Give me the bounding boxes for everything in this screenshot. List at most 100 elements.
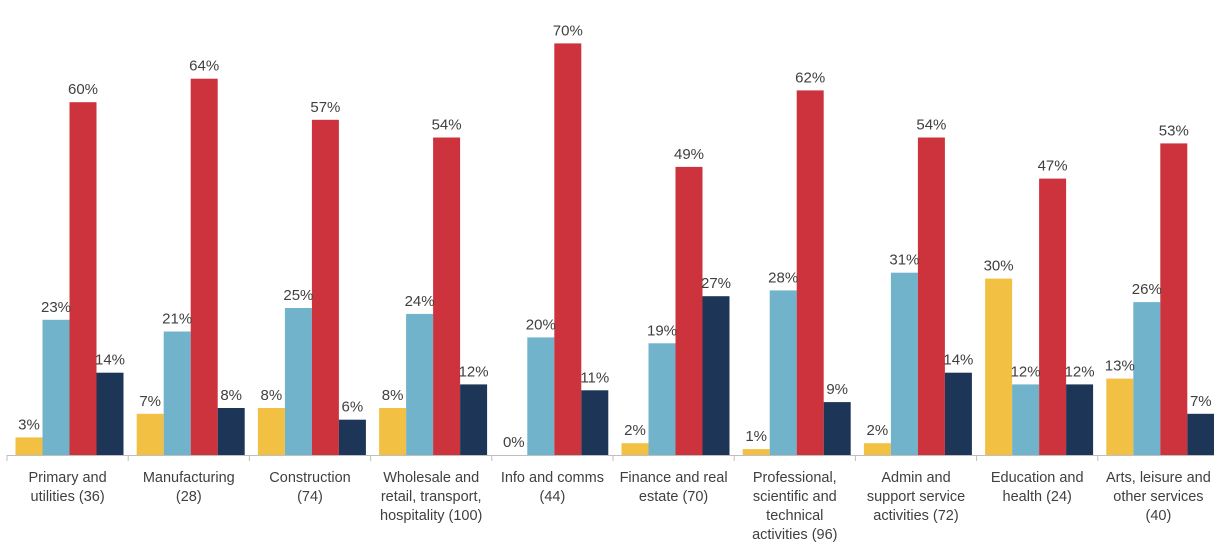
bar xyxy=(1039,178,1067,455)
bar xyxy=(648,343,676,455)
category-label: technical xyxy=(766,508,823,524)
value-labels-layer: 3% 23% 60% 14% 7% 21% 64% 8% 8% 25% 57% 6% 8% 24% 54% 1… xyxy=(18,22,1211,451)
data-label: 54% xyxy=(432,117,462,134)
data-label: 49% xyxy=(674,146,704,163)
bar xyxy=(1160,143,1188,455)
category-label: hospitality (100) xyxy=(380,508,482,524)
bar xyxy=(217,408,245,455)
data-label: 8% xyxy=(220,387,242,404)
bar xyxy=(581,390,609,455)
bar xyxy=(1066,384,1094,455)
bar xyxy=(769,290,797,455)
data-label: 70% xyxy=(553,22,583,39)
data-label: 30% xyxy=(984,258,1014,275)
bar xyxy=(136,413,164,455)
data-label: 1% xyxy=(745,428,767,445)
category-label: Professional, xyxy=(753,470,837,486)
bar xyxy=(311,119,339,456)
data-label: 3% xyxy=(18,416,40,433)
bar xyxy=(944,372,972,455)
bar xyxy=(527,337,555,455)
category-label: Info and comms xyxy=(501,470,604,486)
data-label: 14% xyxy=(943,352,973,369)
bar xyxy=(890,272,918,455)
category-label: Manufacturing xyxy=(143,470,235,486)
category-label: (28) xyxy=(176,489,202,505)
bar xyxy=(702,296,730,455)
category-label: Finance and real xyxy=(620,470,728,486)
data-label: 25% xyxy=(283,287,313,304)
data-label: 7% xyxy=(1190,393,1212,410)
data-label: 26% xyxy=(1132,281,1162,298)
bar xyxy=(96,372,124,455)
category-label: activities (96) xyxy=(752,527,837,543)
data-label: 8% xyxy=(382,387,404,404)
bar xyxy=(1012,384,1040,455)
bar xyxy=(284,308,312,455)
category-label: Construction xyxy=(269,470,350,486)
bar xyxy=(823,402,851,455)
data-label: 54% xyxy=(916,117,946,134)
data-label: 8% xyxy=(261,387,283,404)
bar xyxy=(190,78,218,455)
bar xyxy=(15,437,43,455)
data-label: 12% xyxy=(1065,363,1095,380)
data-label: 2% xyxy=(867,422,889,439)
data-label: 0% xyxy=(503,434,525,451)
category-label: (44) xyxy=(540,489,566,505)
bar xyxy=(675,166,703,455)
data-label: 19% xyxy=(647,322,677,339)
category-label: Arts, leisure and xyxy=(1106,470,1211,486)
category-label: Primary and xyxy=(29,470,107,486)
data-label: 20% xyxy=(526,316,556,333)
data-label: 28% xyxy=(768,269,798,286)
category-label: activities (72) xyxy=(873,508,958,524)
category-label: (40) xyxy=(1146,508,1172,524)
data-label: 24% xyxy=(405,293,435,310)
data-label: 64% xyxy=(189,58,219,75)
bar xyxy=(1106,378,1134,455)
data-label: 53% xyxy=(1159,122,1189,139)
bar xyxy=(742,449,770,455)
bar xyxy=(69,102,97,455)
bar xyxy=(406,313,434,455)
bar xyxy=(163,331,191,455)
bar xyxy=(257,408,285,455)
bar xyxy=(433,137,461,455)
bar xyxy=(796,90,824,456)
data-label: 47% xyxy=(1038,158,1068,175)
category-label: other services xyxy=(1113,489,1203,505)
category-label: Admin and xyxy=(881,470,950,486)
data-label: 60% xyxy=(68,81,98,98)
category-label: support service xyxy=(867,489,965,505)
bar xyxy=(621,443,649,455)
category-label: utilities (36) xyxy=(31,489,105,505)
data-label: 12% xyxy=(1011,363,1041,380)
category-label: Education and xyxy=(991,470,1084,486)
data-label: 2% xyxy=(624,422,646,439)
data-label: 23% xyxy=(41,299,71,316)
data-label: 27% xyxy=(701,275,731,292)
data-label: 62% xyxy=(795,69,825,86)
bar xyxy=(985,278,1013,455)
data-label: 14% xyxy=(95,352,125,369)
bar xyxy=(554,43,582,456)
bar xyxy=(917,137,945,455)
bar xyxy=(42,319,70,455)
bar xyxy=(1133,302,1161,455)
category-label: scientific and xyxy=(753,489,837,505)
data-label: 11% xyxy=(580,369,609,386)
data-label: 7% xyxy=(139,393,161,410)
bar xyxy=(863,443,891,455)
bars-layer xyxy=(15,43,1214,456)
category-label: Wholesale and xyxy=(383,470,479,486)
data-label: 13% xyxy=(1105,358,1135,375)
data-label: 6% xyxy=(342,399,364,416)
category-label: retail, transport, xyxy=(381,489,482,505)
bar xyxy=(379,408,407,455)
data-label: 31% xyxy=(889,252,919,269)
category-label: (74) xyxy=(297,489,323,505)
bar xyxy=(338,419,366,455)
bar xyxy=(1187,413,1214,455)
